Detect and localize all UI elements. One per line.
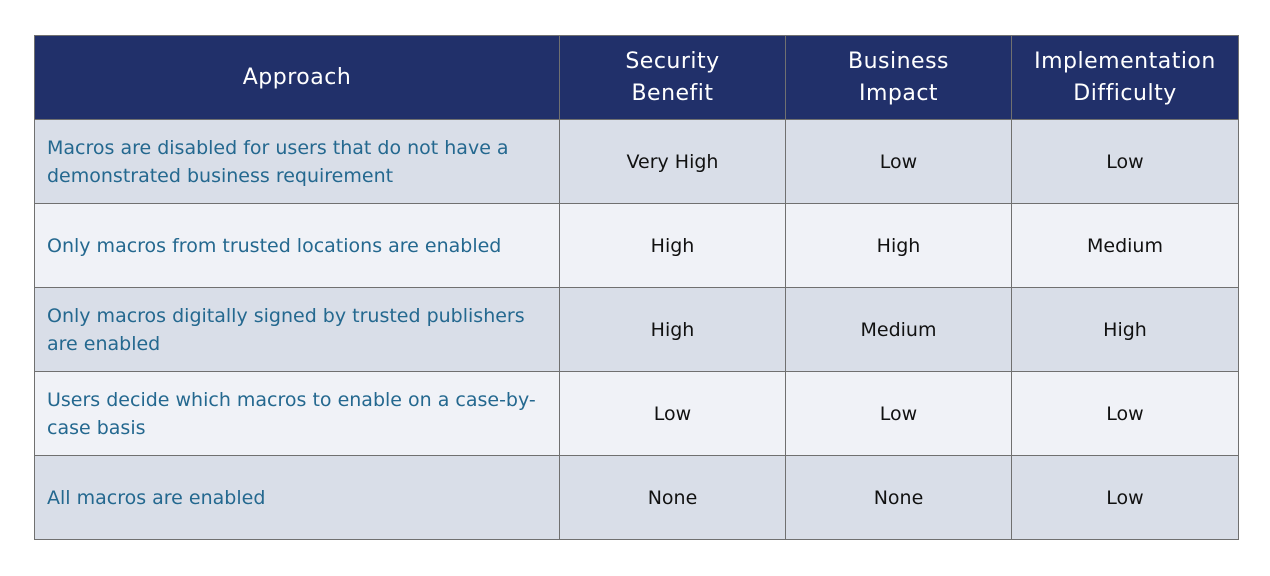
table-row: Only macros digitally signed by trusted … bbox=[34, 287, 1239, 372]
approach-cell: Only macros from trusted locations are e… bbox=[34, 203, 560, 288]
rating-cell: Low bbox=[785, 119, 1012, 204]
comparison-table: Approach Security Benefit Business Impact I… bbox=[34, 35, 1239, 540]
header-cell: Security Benefit bbox=[559, 35, 786, 120]
rating-cell: High bbox=[1011, 287, 1239, 372]
table-row: Users decide which macros to enable on a… bbox=[34, 371, 1239, 456]
header-cell: Implementation Difficulty bbox=[1011, 35, 1239, 120]
rating-cell: None bbox=[785, 455, 1012, 540]
table-row: Macros are disabled for users that do no… bbox=[34, 119, 1239, 204]
table-header: Approach Security Benefit Business Impact I… bbox=[34, 35, 1239, 120]
approach-cell: All macros are enabled bbox=[34, 455, 560, 540]
rating-cell: Low bbox=[785, 371, 1012, 456]
header-label: Implementation Difficulty bbox=[1034, 48, 1216, 106]
approach-cell: Only macros digitally signed by trusted … bbox=[34, 287, 560, 372]
table-container: Approach Security Benefit Business Impact I… bbox=[34, 35, 1239, 540]
rating-cell: None bbox=[559, 455, 786, 540]
rating-cell: Low bbox=[1011, 455, 1239, 540]
header-cell: Business Impact bbox=[785, 35, 1012, 120]
table-body: Macros are disabled for users that do no… bbox=[34, 119, 1239, 540]
rating-cell: High bbox=[785, 203, 1012, 288]
rating-cell: Low bbox=[559, 371, 786, 456]
table-row: All macros are enabled None None Low bbox=[34, 455, 1239, 540]
rating-cell: High bbox=[559, 287, 786, 372]
header-label: Business Impact bbox=[847, 48, 949, 106]
rating-cell: Low bbox=[1011, 371, 1239, 456]
header-cell: Approach bbox=[34, 35, 560, 120]
rating-cell: Medium bbox=[1011, 203, 1239, 288]
rating-cell: High bbox=[559, 203, 786, 288]
rating-cell: Very High bbox=[559, 119, 786, 204]
header-row: Approach Security Benefit Business Impact I… bbox=[34, 35, 1239, 120]
table-row: Only macros from trusted locations are e… bbox=[34, 203, 1239, 288]
rating-cell: Low bbox=[1011, 119, 1239, 204]
header-label: Approach bbox=[242, 64, 352, 90]
approach-cell: Users decide which macros to enable on a… bbox=[34, 371, 560, 456]
rating-cell: Medium bbox=[785, 287, 1012, 372]
header-label: Security Benefit bbox=[625, 48, 720, 106]
approach-cell: Macros are disabled for users that do no… bbox=[34, 119, 560, 204]
